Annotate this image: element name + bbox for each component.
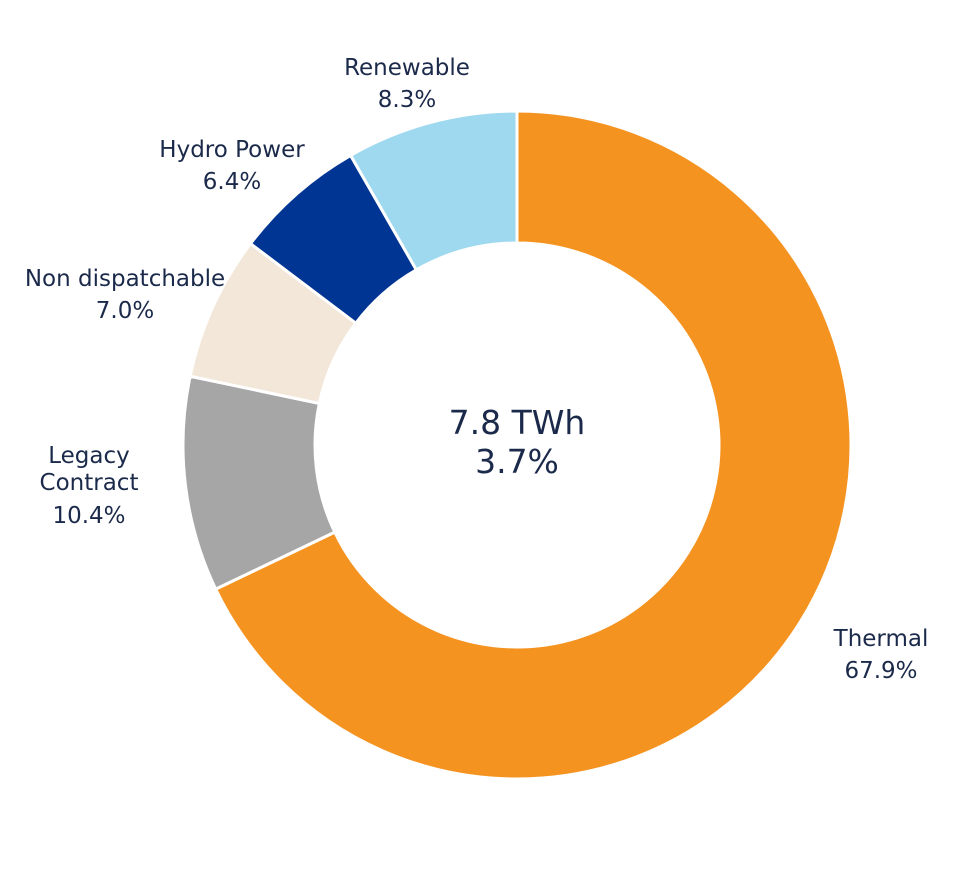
slice-percent-label: 67.9% <box>844 658 917 684</box>
slice-percent-label: 7.0% <box>96 298 154 324</box>
center-total-label: 7.8 TWh <box>449 403 586 442</box>
slice-label-group-renewable: Renewable 8.3% <box>344 55 470 113</box>
slice-renewable <box>348 109 519 272</box>
slice-category-label: Contract <box>40 470 139 496</box>
slice-category-label: Legacy <box>48 443 130 469</box>
slice-thermal <box>213 109 853 781</box>
center-share-label: 3.7% <box>475 442 559 481</box>
slice-percent-label: 6.4% <box>203 169 261 195</box>
slice-label-group-non-dispatchable: Non dispatchable 7.0% <box>25 266 225 324</box>
slice-label-group-thermal: Thermal 67.9% <box>833 626 929 684</box>
slice-category-label: Hydro Power <box>159 137 305 163</box>
slices-layer <box>181 109 853 781</box>
slice-percent-label: 8.3% <box>378 87 436 113</box>
slice-category-label: Non dispatchable <box>25 266 225 292</box>
slice-percent-label: 10.4% <box>52 503 125 529</box>
slice-category-label: Thermal <box>833 626 929 652</box>
slice-label-group-hydro-power: Hydro Power 6.4% <box>159 137 305 195</box>
slice-category-label: Renewable <box>344 55 470 81</box>
